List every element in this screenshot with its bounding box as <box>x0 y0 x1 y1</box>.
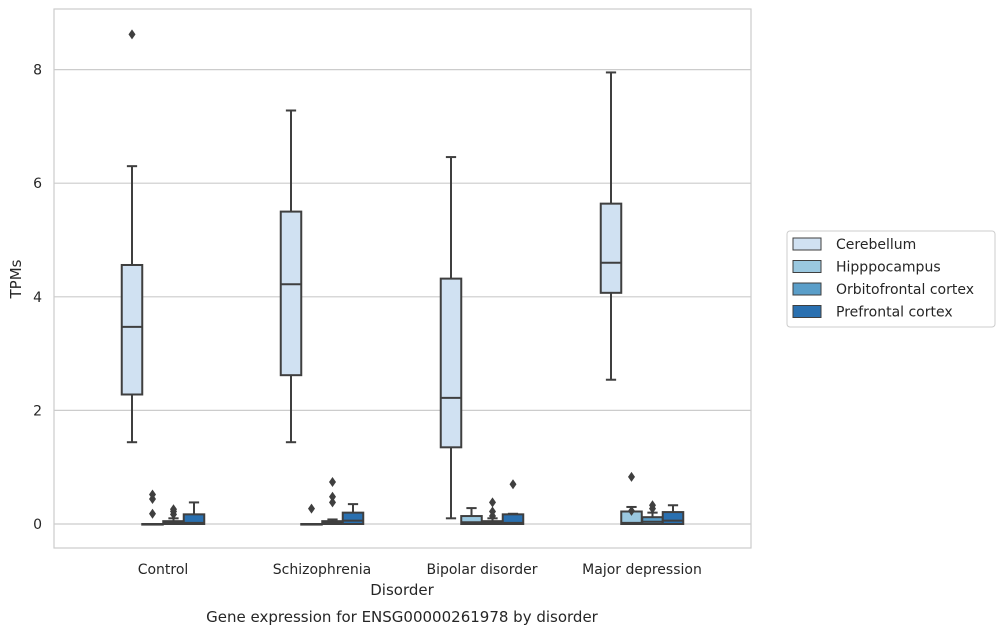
box <box>120 29 144 444</box>
box <box>641 500 664 526</box>
y-axis-ticks: 0 2 4 6 8 <box>33 63 42 533</box>
outlier-point <box>128 29 136 40</box>
x-tick-label: Bipolar disorder <box>426 562 537 578</box>
box-body <box>182 513 206 525</box>
outlier-point <box>149 508 156 519</box>
box <box>321 476 344 525</box>
legend-swatch <box>792 260 822 273</box>
box <box>481 497 504 525</box>
outlier-point <box>628 505 635 516</box>
outlier-point <box>509 479 517 490</box>
box <box>162 504 185 525</box>
box-body <box>641 516 664 526</box>
outlier-point <box>170 504 177 515</box>
legend-frame <box>786 230 996 328</box>
box <box>460 507 483 525</box>
y-tick-label: 2 <box>33 403 42 419</box>
x-tick-label: Major depression <box>582 562 702 578</box>
legend-swatch <box>792 305 822 318</box>
x-axis-ticks: Control Schizophrenia Bipolar disorder Majo… <box>138 562 702 578</box>
box <box>439 156 463 520</box>
box-body <box>501 513 525 525</box>
outlier-point <box>329 497 336 508</box>
box-body <box>341 511 365 526</box>
x-tick-label: Schizophrenia <box>273 562 371 578</box>
box-body <box>661 511 685 526</box>
box-body <box>279 210 303 377</box>
series-prefrontal-cortex <box>182 479 685 526</box>
chart-caption: Gene expression for ENSG00000261978 by d… <box>206 608 599 626</box>
box <box>300 503 323 526</box>
y-tick-label: 6 <box>33 176 42 192</box>
box <box>599 71 623 381</box>
y-axis-label: TPMs <box>7 259 25 299</box>
gridlines <box>54 68 751 525</box>
y-tick-label: 0 <box>33 517 42 533</box>
legend-swatch <box>792 282 822 296</box>
series-orbitofrontal-cortex <box>162 476 664 526</box>
outlier-point <box>329 476 336 487</box>
x-axis-label: Disorder <box>370 581 434 599</box>
box <box>279 109 303 444</box>
box-body <box>599 202 623 294</box>
plot-frame <box>53 8 752 549</box>
outlier-point <box>329 491 336 502</box>
legend-entry: Orbitofrontal cortex <box>836 282 974 298</box>
outlier-point <box>489 506 496 517</box>
y-tick-label: 8 <box>33 63 42 79</box>
box <box>661 504 685 526</box>
outlier-point <box>308 503 315 514</box>
outlier-point <box>628 471 635 482</box>
box <box>141 489 164 526</box>
series-cerebellum <box>120 29 623 520</box>
box-body <box>439 277 463 449</box>
box-body <box>460 515 483 525</box>
legend: Cerebellum Hipppocampus Orbitofrontal cort… <box>786 230 996 328</box>
box-series <box>120 29 685 526</box>
outlier-point <box>149 489 156 500</box>
box-body <box>120 263 144 396</box>
box <box>501 479 525 525</box>
legend-entry: Hipppocampus <box>836 260 941 276</box>
box <box>620 471 643 525</box>
legend-swatch <box>792 237 822 251</box>
y-tick-label: 4 <box>33 290 42 306</box>
box <box>341 503 365 526</box>
legend-entry: Prefrontal cortex <box>836 305 953 321</box>
outlier-point <box>489 497 496 508</box>
box <box>182 501 206 525</box>
legend-entry: Cerebellum <box>836 237 916 253</box>
outlier-point <box>649 500 656 511</box>
x-tick-label: Control <box>138 562 189 578</box>
series-hipppocampus <box>141 471 643 526</box>
